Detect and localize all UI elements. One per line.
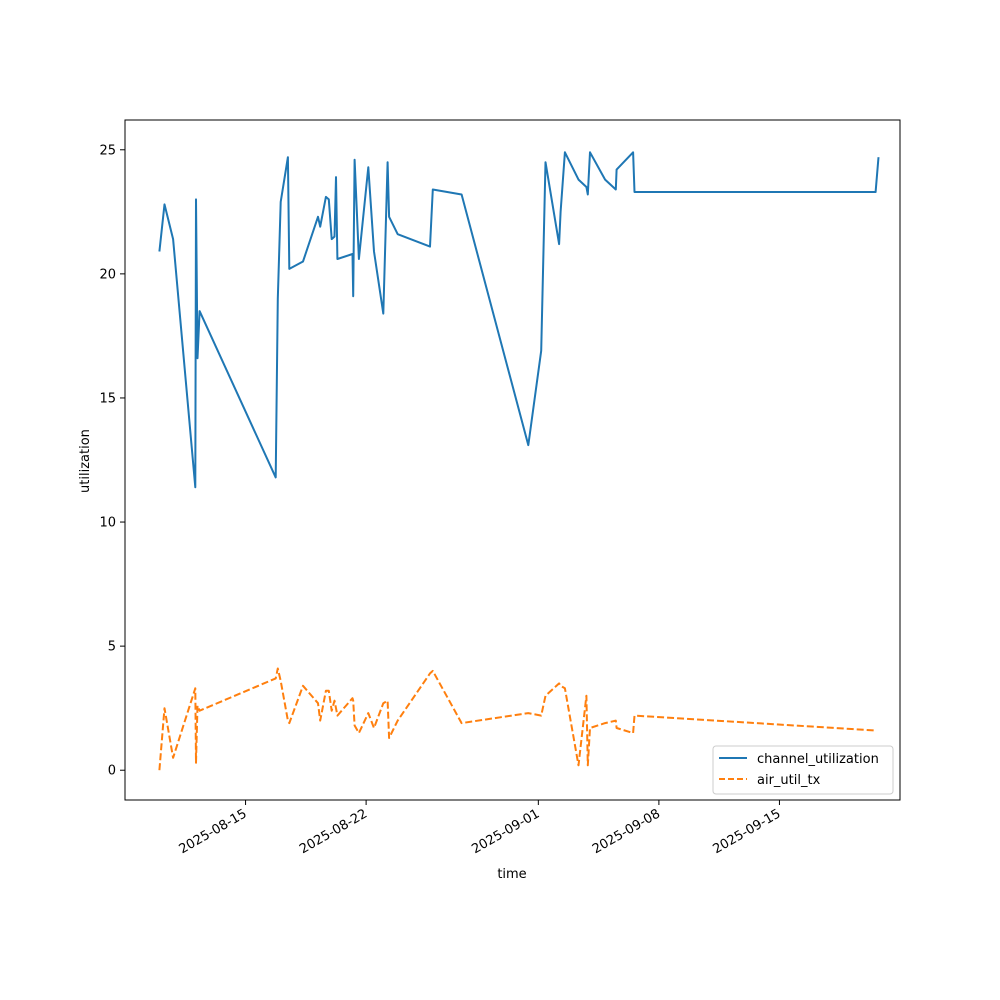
legend-box [712,745,894,795]
legend-label-channel-utilization: channel_utilization [757,752,879,767]
y-axis-label: utilization [78,429,93,493]
x-axis-label: time [497,867,526,882]
x-tick-label: 2025-08-15 [177,806,250,857]
x-axis: 2025-08-15 2025-08-22 2025-09-01 2025-09-08… [177,800,784,857]
y-tick-label: 10 [99,516,116,531]
legend-label-air-util-tx: air_util_tx [757,773,821,788]
x-tick-label: 2025-09-01 [469,806,542,857]
series-layer [158,151,880,771]
plot-area [125,120,900,800]
y-tick-label: 20 [99,267,116,282]
x-tick-label: 2025-09-08 [590,806,663,857]
plot-frame [124,119,901,801]
x-tick-label: 2025-09-15 [711,806,784,857]
series-line-channel-utilization [158,151,880,489]
y-tick-label: 25 [99,143,116,158]
y-tick-label: 15 [99,391,116,406]
y-tick-label: 0 [108,764,116,779]
y-axis: 0 5 10 15 20 25 [99,143,125,779]
series-line-air-util-tx [158,667,876,771]
y-tick-label: 5 [108,640,116,655]
legend: channel_utilization air_util_tx [712,745,894,795]
x-tick-label: 2025-08-22 [297,806,370,857]
